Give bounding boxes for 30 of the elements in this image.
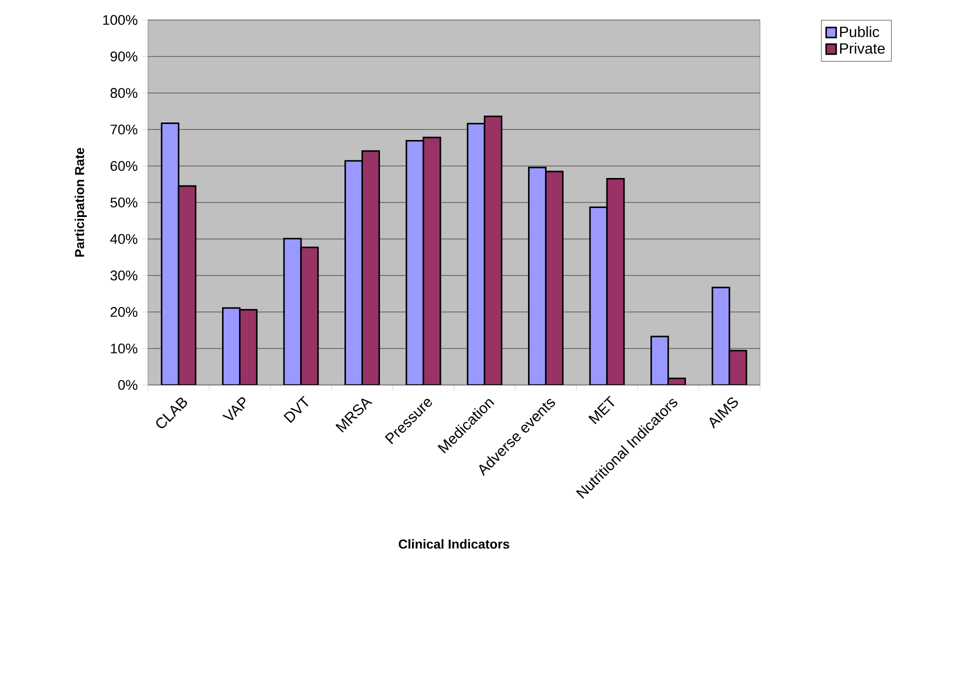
bar xyxy=(178,185,196,385)
y-tick-label: 0% xyxy=(118,380,138,390)
y-tick-label: 80% xyxy=(110,88,138,98)
y-tick-label: 90% xyxy=(110,52,138,62)
y-axis-title: Participation Rate xyxy=(74,148,87,257)
y-tick-label: 70% xyxy=(110,124,138,134)
bar xyxy=(589,206,608,385)
bar xyxy=(160,122,180,385)
bar xyxy=(361,150,380,385)
y-tick-label: 40% xyxy=(110,234,138,244)
bar xyxy=(606,178,625,385)
bar xyxy=(283,238,302,385)
y-tick-label: 100% xyxy=(103,15,138,25)
legend-label: Public xyxy=(840,26,880,38)
bar xyxy=(406,140,424,385)
bar xyxy=(484,116,502,385)
y-tick-label: 20% xyxy=(110,307,138,317)
y-tick-label: 10% xyxy=(110,344,138,354)
x-tick-label: VAP xyxy=(222,397,246,420)
bar xyxy=(344,160,363,385)
legend-label: Private xyxy=(840,42,885,54)
bar xyxy=(466,122,486,385)
y-tick-label: 30% xyxy=(110,270,138,280)
y-tick-label: 60% xyxy=(110,161,138,171)
x-axis-title: Clinical Indicators xyxy=(398,539,510,549)
bar xyxy=(528,166,547,385)
bar xyxy=(422,136,442,385)
bar xyxy=(300,246,319,385)
y-tick-label: 50% xyxy=(110,198,138,208)
bar xyxy=(545,170,564,385)
